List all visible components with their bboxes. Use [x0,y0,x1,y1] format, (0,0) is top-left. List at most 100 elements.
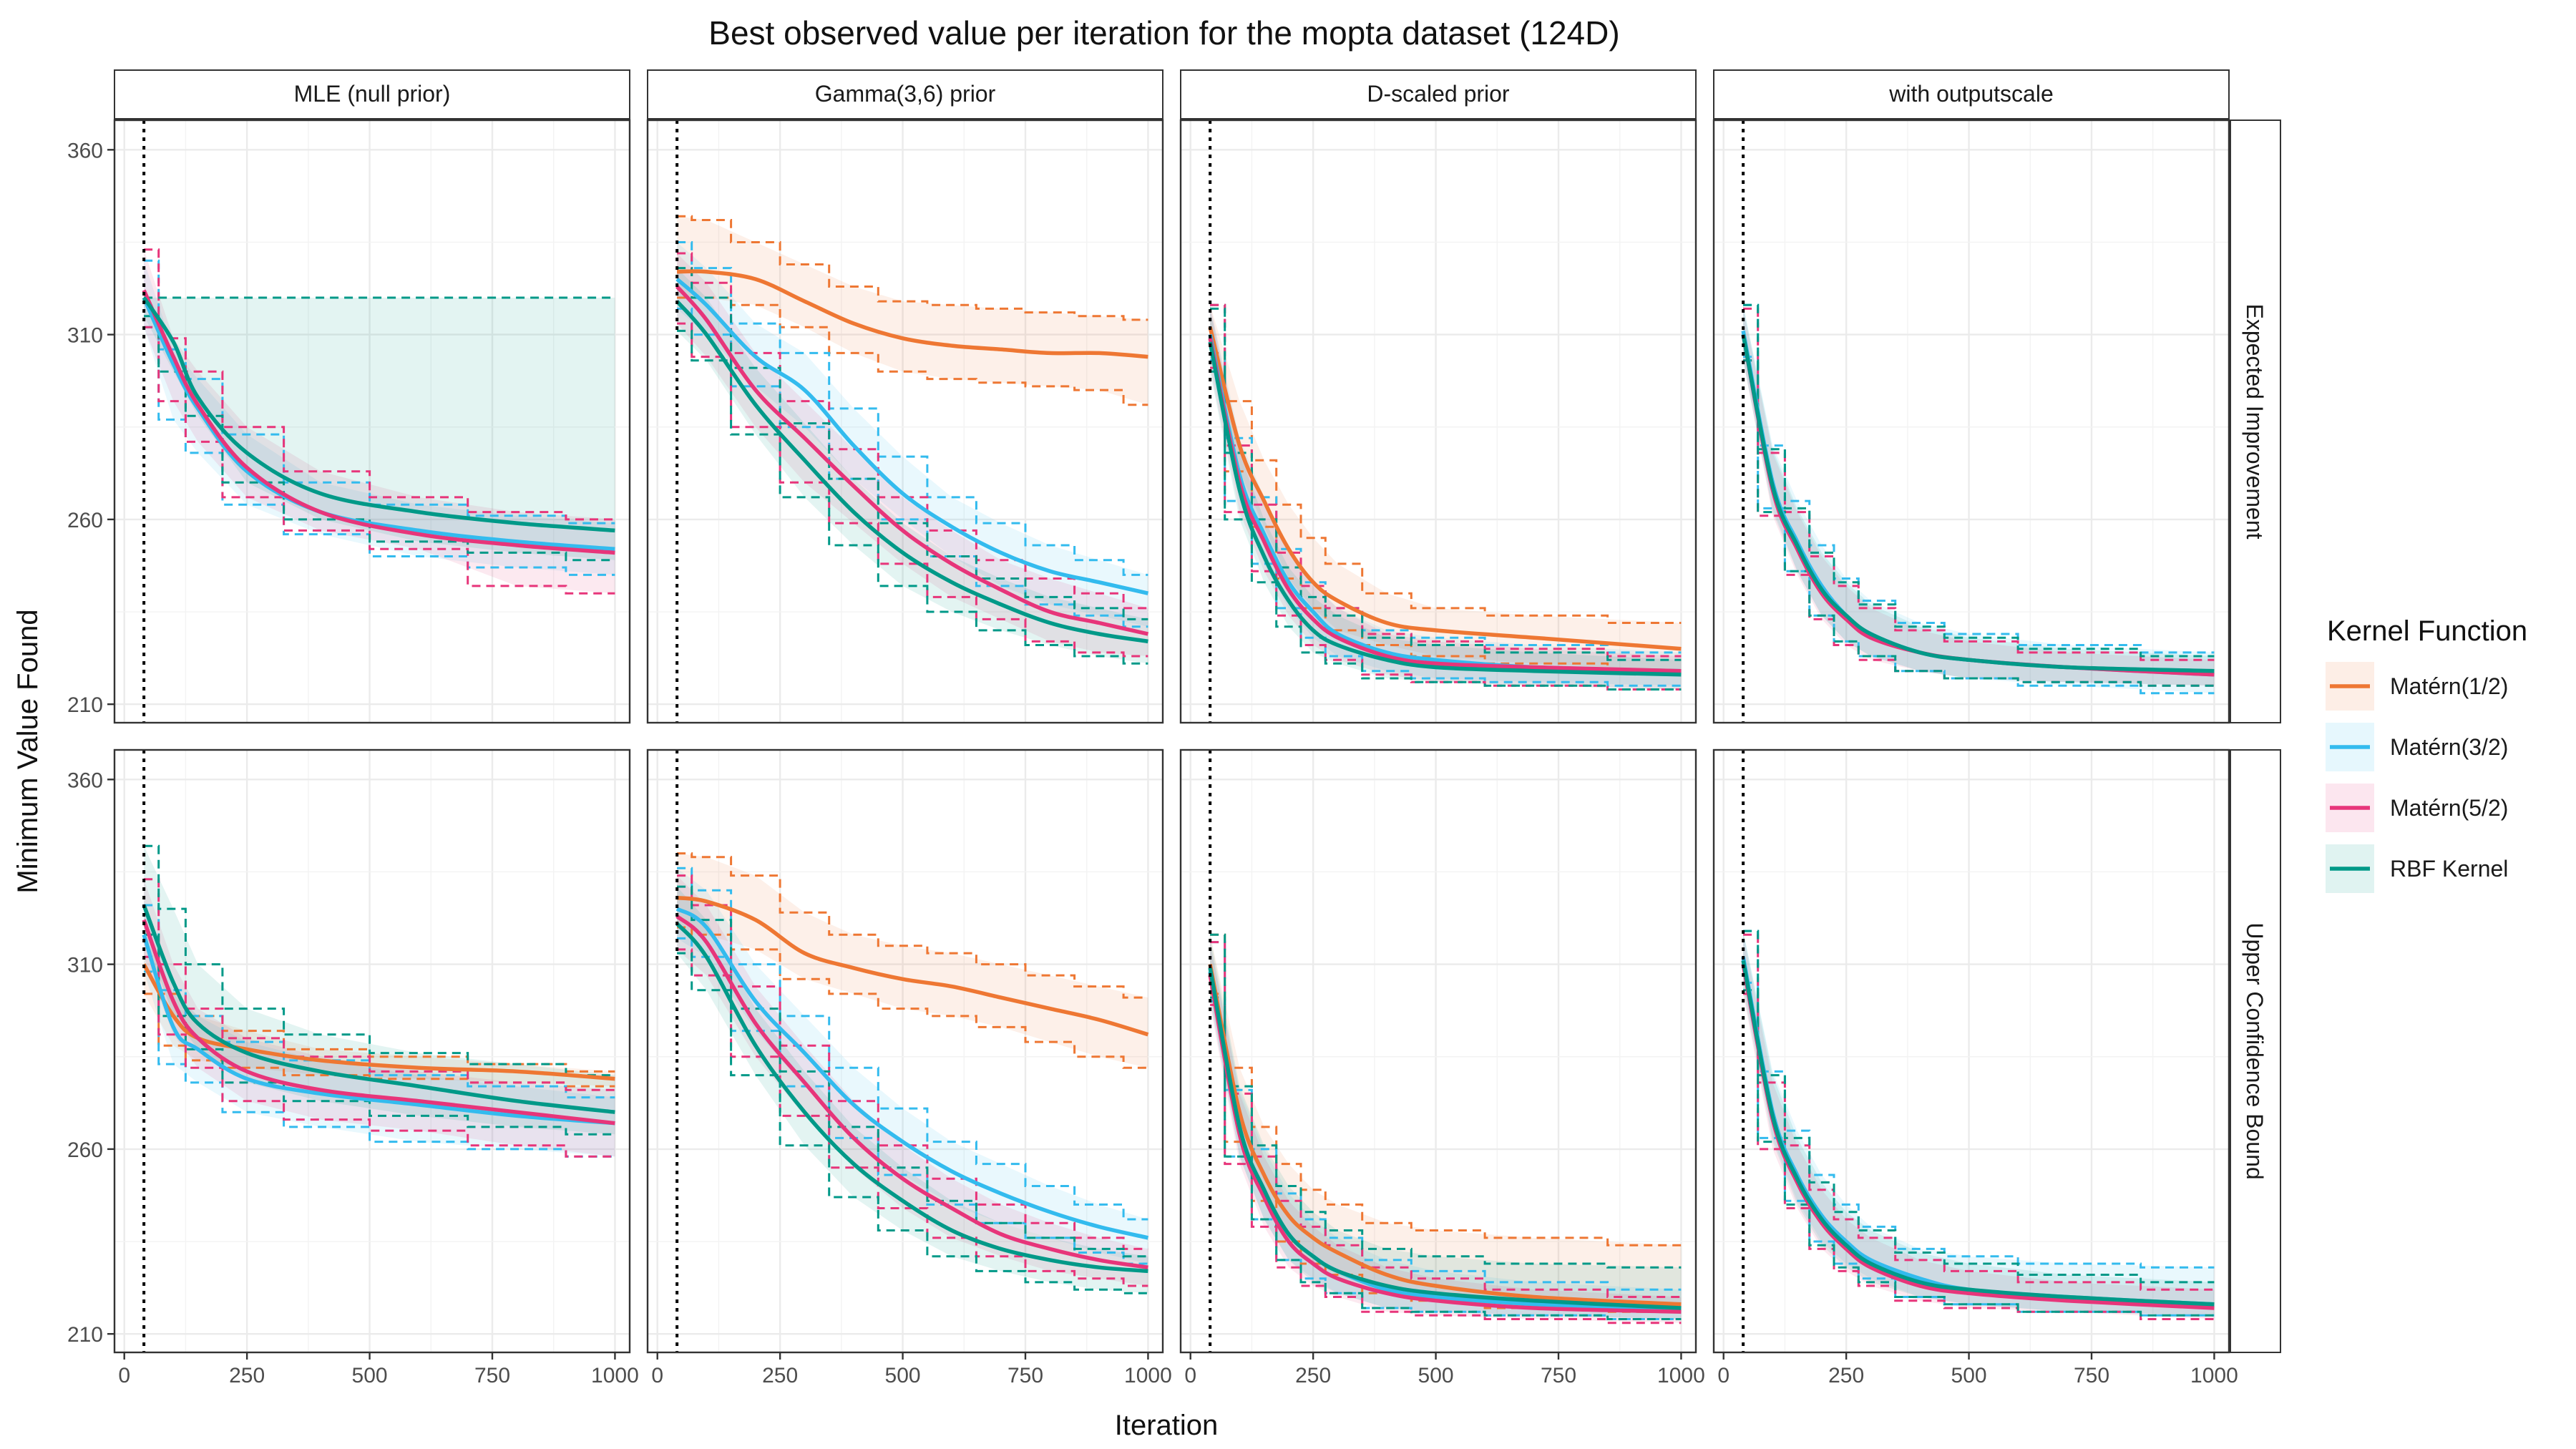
y-tick-label: 310 [67,324,103,348]
panel-border [646,119,1164,724]
band-mat-rn-1-2 [677,853,1148,1068]
x-tick-label: 500 [352,1364,388,1387]
median-line-mat-rn-5-2 [142,289,615,555]
facet-panels: MLE (null prior) Gamma(3,6) prior D-scaled… [67,69,2281,1387]
median-line-mat-rn-5-2 [1208,338,1682,673]
y-tick-label: 260 [67,1138,103,1162]
band-mat-rn-3-2 [677,868,1148,1264]
x-tick-label: 0 [651,1364,663,1387]
legend-entry-mat-rn-3-2: Matérn(3/2) [2326,723,2508,771]
legend-label: Matérn(1/2) [2390,673,2508,699]
band-mat-rn-1-2 [1210,305,1682,671]
median-line-mat-rn-5-2 [675,285,1149,636]
row-strip-label: Expected Improvement [2242,303,2268,539]
x-tick-label: 1000 [591,1364,639,1387]
column-strip-label: MLE (null prior) [294,81,451,107]
upper-bound-mat-rn-5-2 [1743,933,2215,1291]
band-rbf-kernel [1210,935,1682,1319]
x-tick-label: 500 [1418,1364,1454,1387]
upper-bound-mat-rn-3-2 [1743,930,2215,1269]
band-rbf-kernel [144,298,615,560]
band-mat-rn-1-2 [144,935,615,1087]
upper-bound-rbf-kernel [1743,303,2215,658]
panel-grid [1714,750,2229,1352]
median-line-mat-rn-3-2 [675,907,1149,1240]
panel-expected-improvement-gamma-3-6-prior [646,119,1164,724]
upper-bound-rbf-kernel [1210,933,1682,1269]
column-strip-box [1713,69,2230,119]
column-strip-box [1180,69,1697,119]
upper-bound-mat-rn-1-2 [677,852,1148,999]
x-tick-label: 0 [1184,1364,1196,1387]
legend-entry-rbf-kernel: RBF Kernel [2326,844,2508,893]
panel-grid [114,120,630,723]
upper-bound-rbf-kernel [1210,307,1682,661]
x-tick-label: 250 [762,1364,798,1387]
x-tick-label: 500 [885,1364,921,1387]
band-mat-rn-3-2 [144,905,615,1157]
median-line-rbf-kernel [1208,341,1682,677]
x-tick-label: 250 [1828,1364,1864,1387]
upper-bound-rbf-kernel [677,885,1148,1258]
band-mat-rn-3-2 [1743,305,2215,693]
upper-bound-rbf-kernel [144,844,615,1077]
median-line-mat-rn-3-2 [142,934,615,1126]
row-strip-expected-improvement: Expected Improvement [2230,119,2281,723]
x-tick-label: 0 [118,1364,130,1387]
panel-border [646,748,1164,1354]
panel-border [1179,748,1697,1354]
column-strip-mle-null-prior: MLE (null prior) [114,69,630,119]
band-mat-rn-5-2 [677,875,1148,1286]
legend-label: Matérn(3/2) [2390,734,2508,760]
lower-bound-rbf-kernel [1210,996,1682,1320]
band-mat-rn-1-2 [1210,935,1682,1312]
median-line-rbf-kernel [1741,334,2215,673]
column-strip-box [647,69,1163,119]
x-tick-label: 0 [1717,1364,1729,1387]
legend: Kernel Function Matérn(1/2) Matérn(3/2) Ma… [2326,615,2527,893]
lower-bound-rbf-kernel [1210,370,1682,691]
legend-label: RBF Kernel [2390,856,2508,882]
x-tick-label: 750 [1541,1364,1576,1387]
median-line-mat-rn-1-2 [142,963,615,1081]
legend-title: Kernel Function [2327,615,2527,647]
panel-grid [1714,120,2229,723]
median-line-rbf-kernel [675,300,1148,644]
x-tick-label: 500 [1951,1364,1987,1387]
upper-bound-mat-rn-5-2 [1210,941,1682,1298]
legend-label: Matérn(5/2) [2390,795,2508,821]
band-mat-rn-3-2 [1743,931,2215,1316]
median-line-mat-rn-3-2 [675,278,1149,595]
lower-bound-rbf-kernel [677,952,1148,1294]
y-axis-label: Minimum Value Found [12,609,44,893]
column-strip-gamma-3-6-prior: Gamma(3,6) prior [647,69,1163,119]
band-mat-rn-3-2 [677,242,1148,627]
chart-title: Best observed value per iteration for th… [708,14,1619,52]
panel-background [648,120,1163,723]
band-rbf-kernel [144,846,615,1135]
x-tick-label: 750 [1008,1364,1043,1387]
upper-bound-rbf-kernel [677,267,1148,620]
panel-background [648,750,1163,1352]
median-line-rbf-kernel [142,904,615,1114]
y-tick-label: 260 [67,509,103,532]
legend-entry-mat-rn-5-2: Matérn(5/2) [2326,784,2508,832]
x-axis-label: Iteration [1115,1410,1219,1441]
panel-background [1714,750,2229,1352]
panel-border [113,748,631,1354]
column-strip-label: Gamma(3,6) prior [815,81,996,107]
panel-border [113,119,631,724]
legend-entry-mat-rn-1-2: Matérn(1/2) [2326,662,2508,711]
y-tick-label: 360 [67,139,103,162]
lower-bound-mat-rn-5-2 [144,955,615,1158]
panel-grid [648,750,1163,1352]
upper-bound-mat-rn-5-2 [144,878,615,1091]
upper-bound-mat-rn-3-2 [144,904,615,1099]
panel-upper-confidence-bound-mle-null-prior: 210 260 310 360 0 250 500 750 1000 [67,748,639,1387]
panel-grid [1181,120,1696,723]
row-strip-box [2230,749,2281,1353]
row-strip-label: Upper Confidence Bound [2242,922,2268,1179]
upper-bound-rbf-kernel [1743,930,2215,1284]
panel-expected-improvement-with-outputscale [1712,119,2230,724]
lower-bound-mat-rn-1-2 [677,296,1148,406]
